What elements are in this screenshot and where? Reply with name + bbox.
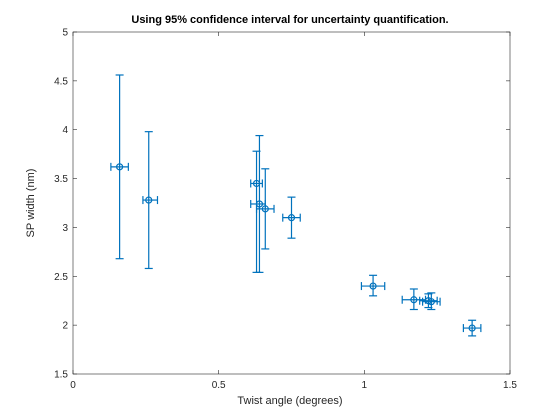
y-axis-label: SP width (nm)	[25, 169, 37, 238]
circle-marker	[369, 282, 377, 290]
x-tick-label: 0	[70, 380, 76, 391]
chart-title: Using 95% confidence interval for uncert…	[131, 14, 448, 26]
x-tick-label: 1.5	[503, 380, 517, 391]
y-tick-label: 4.5	[54, 76, 68, 87]
circle-marker	[255, 200, 264, 208]
y-tick-label: 3	[62, 223, 68, 234]
x-tick-label: 1	[362, 380, 368, 391]
x-tick-label: 0.5	[212, 380, 226, 391]
circle-marker	[427, 298, 435, 306]
plot-area: 0 0.5 1 1.5 1.5 2 2.5 3 3.5 4 4.5 5	[54, 28, 517, 392]
circle-marker	[468, 324, 476, 332]
data-markers	[110, 74, 482, 337]
x-axis-label: Twist angle (degrees)	[237, 395, 342, 407]
y-axis-ticks: 1.5 2 2.5 3 3.5 4 4.5 5	[54, 28, 510, 381]
data-point	[360, 274, 386, 297]
data-point	[250, 134, 266, 273]
y-tick-label: 1.5	[54, 370, 68, 381]
x-axis-ticks: 0 0.5 1 1.5	[70, 32, 517, 391]
data-point	[142, 131, 159, 270]
y-tick-label: 4	[62, 125, 68, 136]
circle-marker	[116, 163, 124, 171]
data-point	[422, 292, 441, 311]
circle-marker	[145, 196, 153, 204]
y-tick-label: 5	[62, 28, 68, 39]
y-tick-label: 2	[62, 321, 68, 332]
data-point	[462, 319, 482, 337]
circle-marker	[410, 296, 418, 304]
y-tick-label: 3.5	[54, 174, 68, 185]
data-point	[110, 74, 129, 260]
circle-marker	[287, 214, 296, 222]
circle-marker	[261, 205, 269, 213]
data-point	[255, 168, 275, 250]
data-point	[282, 196, 301, 239]
y-tick-label: 2.5	[54, 272, 68, 283]
